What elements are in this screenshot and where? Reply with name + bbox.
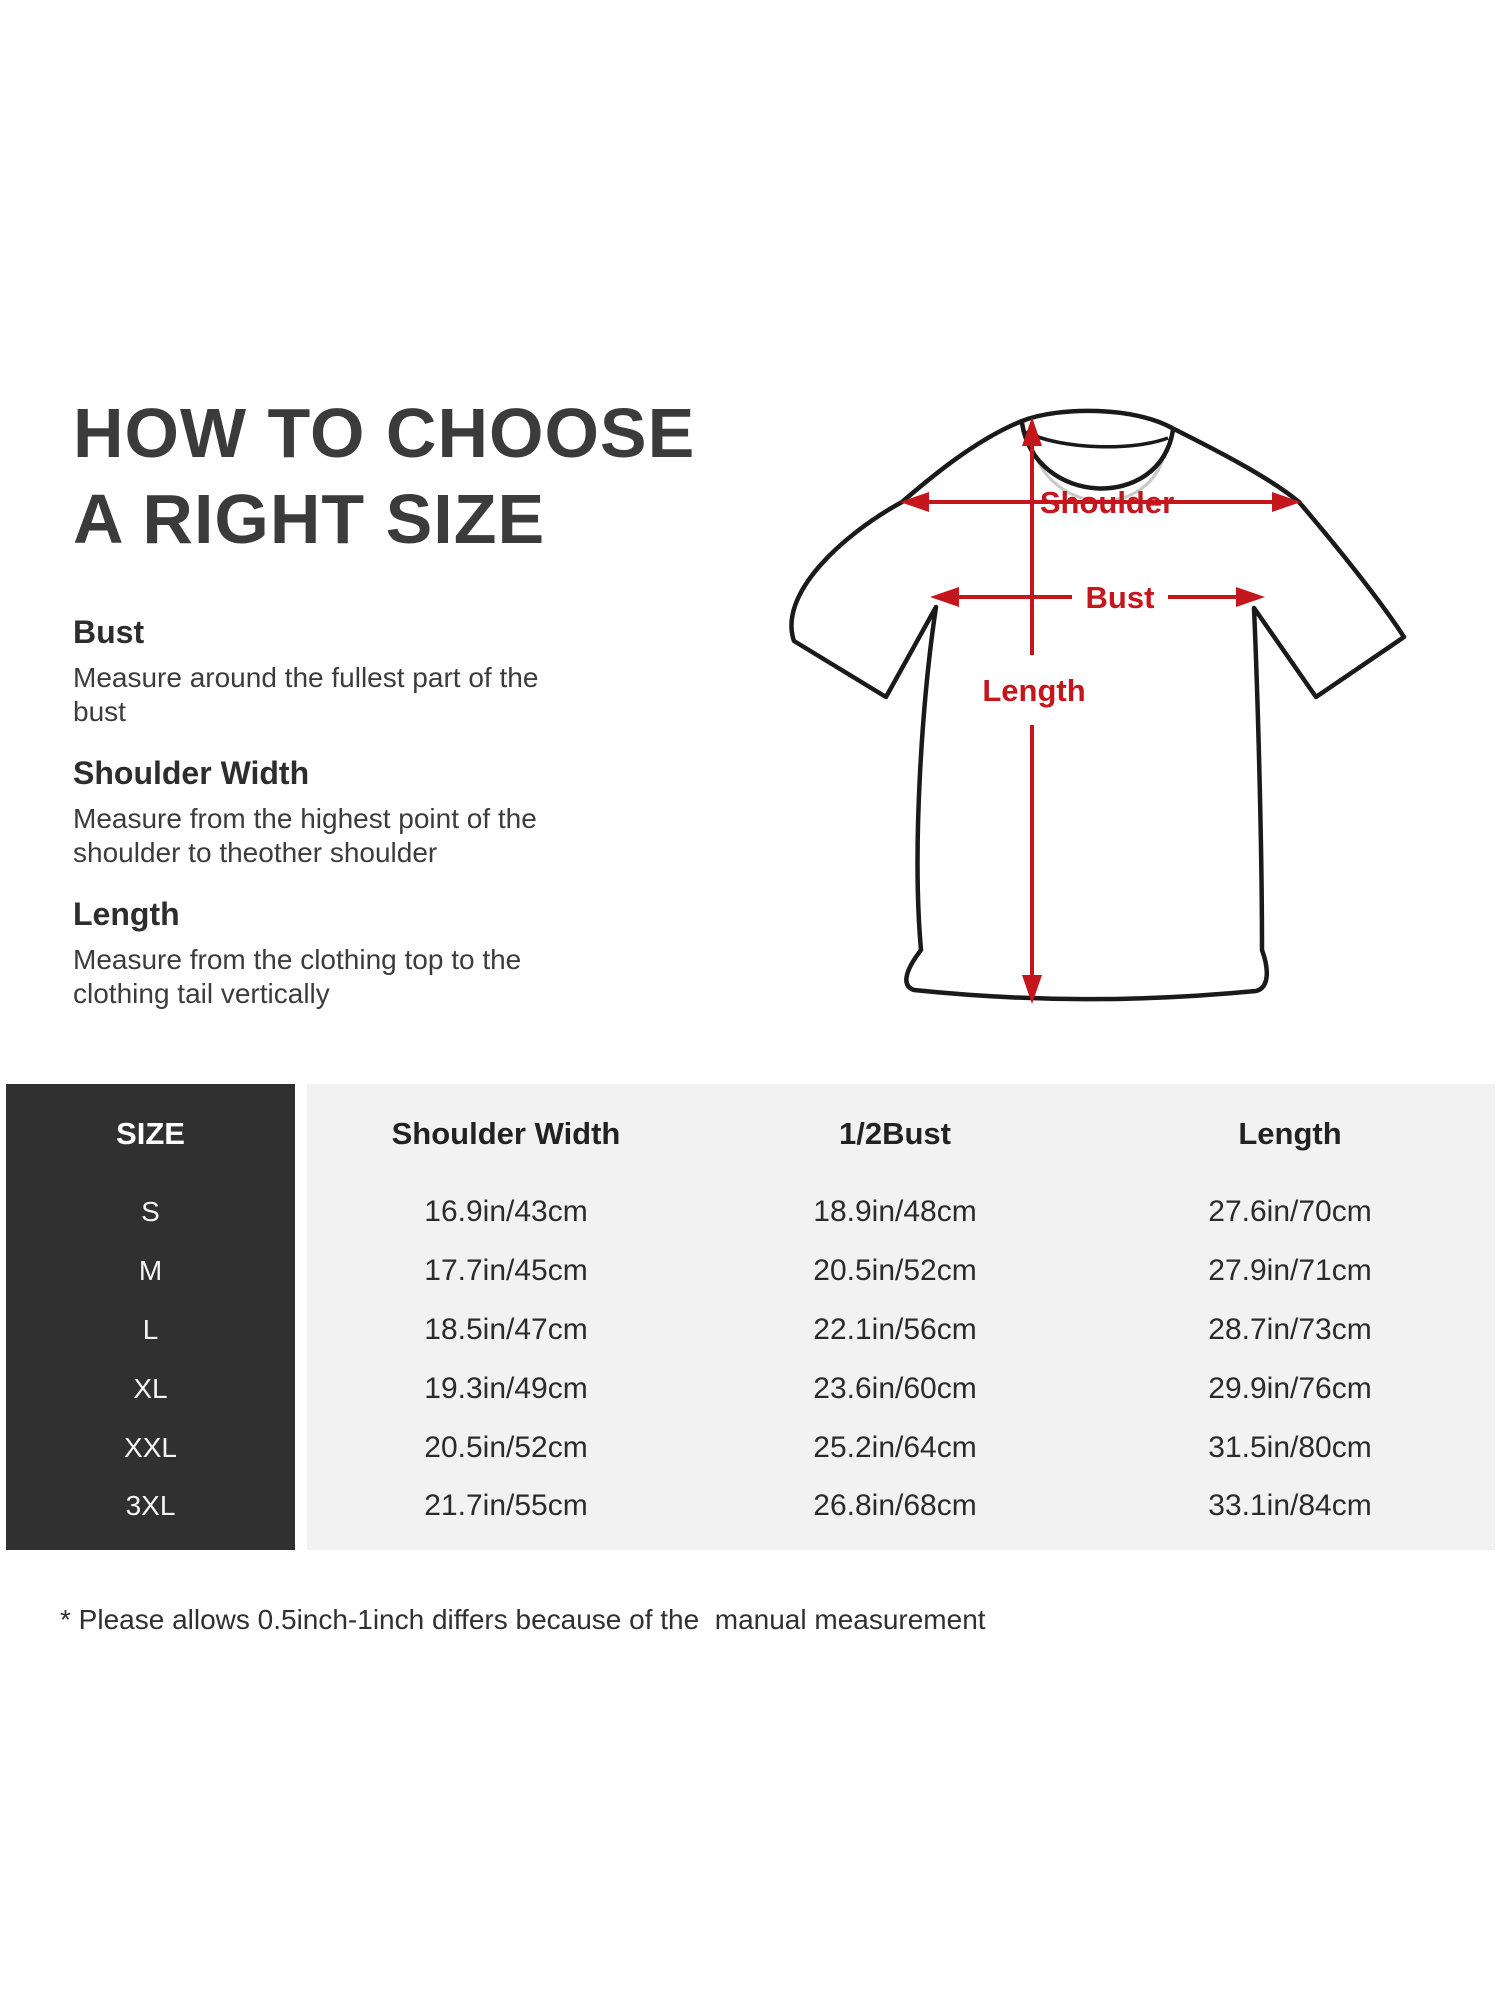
- size-label-m: M: [138, 1255, 163, 1287]
- column-header-shoulder-width: Shoulder Width: [391, 1115, 621, 1151]
- column-header-half-bust: 1/2Bust: [839, 1115, 951, 1151]
- size-label-s: S: [141, 1196, 160, 1228]
- table-cell: 33.1in/84cm: [1208, 1489, 1372, 1523]
- table-cell: 21.7in/55cm: [424, 1489, 588, 1523]
- bust-arrowhead-left: [930, 587, 959, 607]
- bust-measure-label: Bust: [1086, 580, 1155, 615]
- size-column-header: SIZE: [116, 1115, 185, 1151]
- length-arrowhead-up: [1022, 417, 1042, 446]
- instruction-bust-heading: Bust: [73, 614, 145, 650]
- column-header-length: Length: [1238, 1115, 1342, 1151]
- table-cell: 19.3in/49cm: [424, 1371, 588, 1405]
- instruction-bust: Bust Measure around the fullest part of …: [73, 614, 593, 729]
- page-title: HOW TO CHOOSE A RIGHT SIZE: [73, 390, 695, 562]
- shoulder-measure-label: Shoulder: [1040, 485, 1174, 520]
- tshirt-diagram-svg: Shoulder Bust Length: [789, 408, 1407, 1004]
- size-table-measurements: Shoulder Width 1/2Bust Length 16.9in/43c…: [307, 1084, 1495, 1550]
- table-cell: 31.5in/80cm: [1208, 1430, 1372, 1464]
- tshirt-outline: [789, 408, 1407, 1002]
- instruction-shoulder-width: Shoulder Width Measure from the highest …: [73, 755, 593, 870]
- size-label-xxl: XXL: [124, 1431, 177, 1463]
- measuring-instructions: Bust Measure around the fullest part of …: [73, 614, 593, 1037]
- tshirt-measurement-diagram: Shoulder Bust Length: [760, 380, 1440, 1030]
- collar-band-arc: [1025, 430, 1169, 449]
- shoulder-arrowhead-left: [900, 492, 929, 512]
- table-cell: 29.9in/76cm: [1208, 1371, 1372, 1405]
- measurement-disclaimer: * Please allows 0.5inch-1inch differs be…: [60, 1604, 986, 1635]
- table-cell: 18.9in/48cm: [813, 1195, 977, 1229]
- table-cell: 22.1in/56cm: [813, 1312, 977, 1346]
- shoulder-arrowhead-right: [1272, 492, 1301, 512]
- instruction-length-heading: Length: [73, 896, 180, 932]
- table-cell: 27.9in/71cm: [1208, 1254, 1372, 1288]
- table-cell: 17.7in/45cm: [424, 1254, 588, 1288]
- table-cell: 20.5in/52cm: [424, 1430, 588, 1464]
- instruction-bust-description: Measure around the fullest part of the b…: [73, 662, 539, 727]
- instruction-length-description: Measure from the clothing top to the clo…: [73, 944, 522, 1009]
- bust-arrowhead-right: [1236, 587, 1265, 607]
- instruction-length: Length Measure from the clothing top to …: [73, 896, 593, 1011]
- table-cell: 23.6in/60cm: [813, 1371, 977, 1405]
- page-title-line-2: A RIGHT SIZE: [73, 480, 546, 558]
- instruction-shoulder-description: Measure from the highest point of the sh…: [73, 803, 537, 868]
- table-cell: 27.6in/70cm: [1208, 1195, 1372, 1229]
- size-label-xl: XL: [133, 1372, 168, 1404]
- length-measure-label: Length: [982, 673, 1085, 708]
- table-cell: 16.9in/43cm: [424, 1195, 588, 1229]
- size-label-l: L: [142, 1313, 159, 1345]
- length-arrowhead-down: [1022, 975, 1042, 1004]
- table-cell: 20.5in/52cm: [813, 1254, 977, 1288]
- size-table-size-column: SIZE S M L XL XXL 3XL: [6, 1084, 295, 1550]
- table-cell: 28.7in/73cm: [1208, 1312, 1372, 1346]
- page-title-line-1: HOW TO CHOOSE: [73, 394, 696, 472]
- table-cell: 18.5in/47cm: [424, 1312, 588, 1346]
- table-cell: 26.8in/68cm: [813, 1489, 977, 1523]
- size-label-3xl: 3XL: [125, 1490, 176, 1522]
- instruction-shoulder-heading: Shoulder Width: [73, 755, 310, 791]
- table-cell: 25.2in/64cm: [813, 1430, 977, 1464]
